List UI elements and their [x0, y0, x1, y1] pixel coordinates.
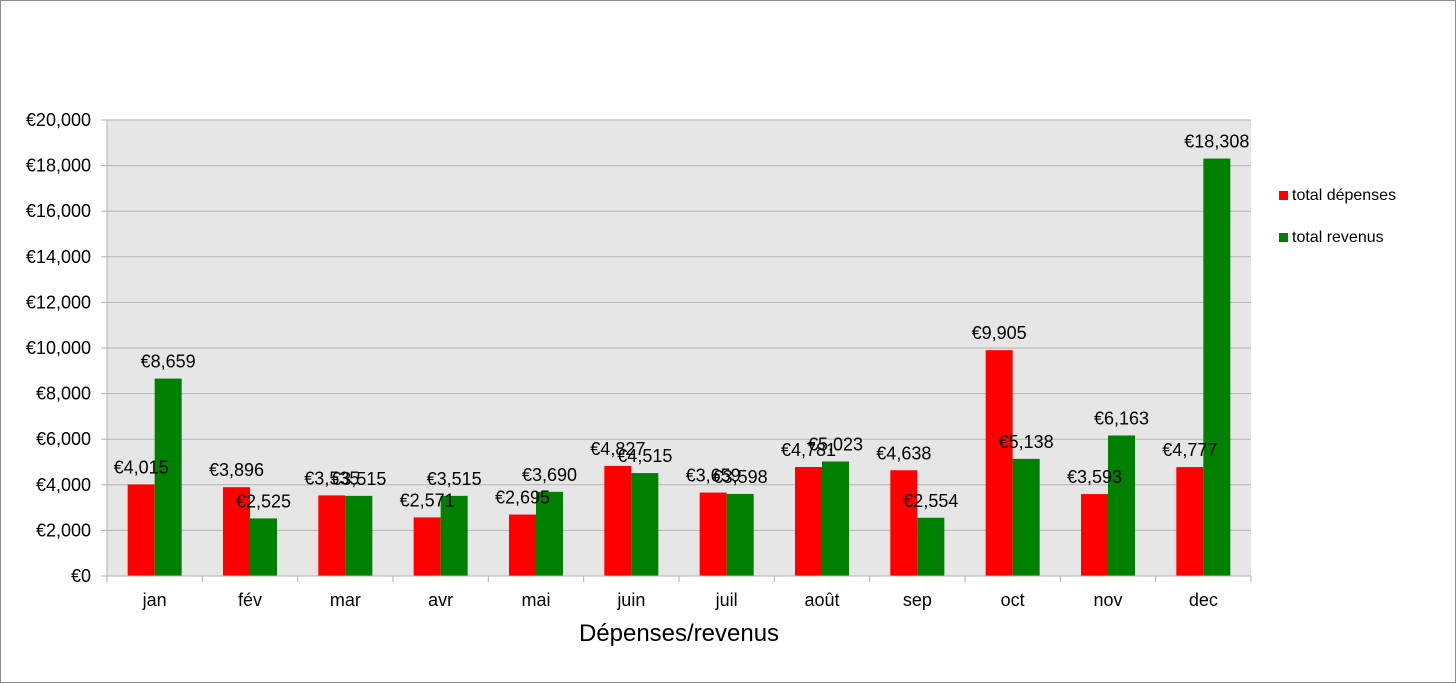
legend: total dépenses total revenus: [1279, 185, 1396, 269]
x-tick-label: avr: [428, 590, 453, 610]
y-tick-label: €4,000: [36, 475, 91, 495]
bar-depenses: [1176, 467, 1204, 576]
data-label-revenus: €3,515: [331, 469, 386, 489]
legend-swatch-revenus: [1279, 233, 1288, 242]
y-tick-label: €0: [71, 566, 91, 586]
bar-revenus: [154, 378, 182, 576]
data-label-depenses: €4,015: [114, 457, 169, 477]
bar-depenses: [127, 484, 155, 576]
bar-depenses: [509, 514, 536, 576]
bar-revenus: [440, 495, 468, 576]
x-tick-label: jan: [142, 590, 167, 610]
data-label-depenses: €3,896: [209, 460, 264, 480]
y-tick-label: €6,000: [36, 429, 91, 449]
bars: [127, 158, 1231, 576]
x-tick-label: mai: [521, 590, 550, 610]
bar-revenus: [917, 517, 945, 576]
bar-depenses: [699, 492, 727, 576]
bar-depenses: [795, 466, 822, 576]
data-label-revenus: €3,515: [427, 469, 482, 489]
y-tick-label: €16,000: [26, 201, 91, 221]
legend-item-depenses: total dépenses: [1279, 185, 1396, 206]
data-label-depenses: €9,905: [972, 323, 1027, 343]
bar-depenses: [318, 495, 346, 576]
bar-revenus: [822, 461, 849, 576]
y-tick-label: €14,000: [26, 247, 91, 267]
y-tick-label: €12,000: [26, 292, 91, 312]
bar-revenus: [631, 473, 659, 576]
x-tick-label: juin: [616, 590, 645, 610]
data-label-depenses: €2,695: [495, 488, 550, 508]
data-label-revenus: €3,598: [713, 467, 768, 487]
data-label-depenses: €4,777: [1162, 440, 1217, 460]
data-label-depenses: €4,781: [781, 440, 836, 460]
data-label-depenses: €3,535: [304, 468, 359, 488]
data-label-revenus: €18,308: [1184, 132, 1249, 152]
bar-revenus: [345, 495, 373, 576]
bar-depenses: [985, 350, 1013, 576]
axes: €0 €2,000 €4,000 €6,000 €8,000 €10,000 €12,000…: [26, 110, 1252, 610]
legend-label-revenus: total revenus: [1292, 228, 1384, 246]
data-label-depenses: €3,659: [686, 466, 741, 486]
data-label-revenus: €2,525: [236, 491, 291, 511]
data-labels: €4,015€8,659€3,896€2,525€3,535€3,515€2,5…: [114, 132, 1250, 512]
x-tick-label: nov: [1093, 590, 1122, 610]
x-tick-label: sep: [903, 590, 932, 610]
legend-swatch-depenses: [1279, 191, 1288, 200]
y-tick-label: €2,000: [36, 520, 91, 540]
bar-revenus: [1012, 458, 1040, 576]
bar-depenses: [223, 487, 250, 576]
x-tick-label: mar: [330, 590, 361, 610]
y-tick-label: €8,000: [36, 384, 91, 404]
bar-depenses: [890, 470, 918, 576]
data-label-depenses: €4,827: [590, 439, 645, 459]
bar-revenus: [250, 518, 277, 576]
data-label-revenus: €8,659: [141, 352, 196, 372]
bar-revenus: [1108, 435, 1135, 576]
x-tick-label: dec: [1189, 590, 1218, 610]
x-axis-title: Dépenses/revenus: [579, 620, 779, 647]
x-tick-label: fév: [238, 590, 262, 610]
gridlines: [107, 119, 1251, 531]
data-label-revenus: €4,515: [617, 446, 672, 466]
bar-revenus: [536, 491, 563, 576]
legend-label-depenses: total dépenses: [1292, 186, 1397, 204]
data-label-depenses: €3,593: [1067, 467, 1122, 487]
bar-revenus: [1203, 158, 1231, 576]
y-tick-label: €18,000: [26, 156, 91, 176]
data-label-revenus: €3,690: [522, 465, 577, 485]
bar-depenses: [604, 465, 632, 576]
data-label-revenus: €5,138: [999, 432, 1054, 452]
x-tick-label: oct: [1001, 590, 1025, 610]
bar-depenses: [1081, 494, 1108, 576]
x-tick-label: août: [804, 590, 839, 610]
bar-depenses: [413, 517, 441, 576]
y-tick-label: €10,000: [26, 338, 91, 358]
bar-revenus: [726, 493, 754, 576]
legend-item-revenus: total revenus: [1279, 227, 1396, 248]
data-label-depenses: €2,571: [400, 490, 455, 510]
data-label-depenses: €4,638: [876, 443, 931, 463]
data-label-revenus: €2,554: [903, 491, 958, 511]
data-label-revenus: €5,023: [808, 434, 863, 454]
data-label-revenus: €6,163: [1094, 408, 1149, 428]
x-tick-label: juil: [715, 590, 738, 610]
y-tick-label: €20,000: [26, 110, 91, 130]
